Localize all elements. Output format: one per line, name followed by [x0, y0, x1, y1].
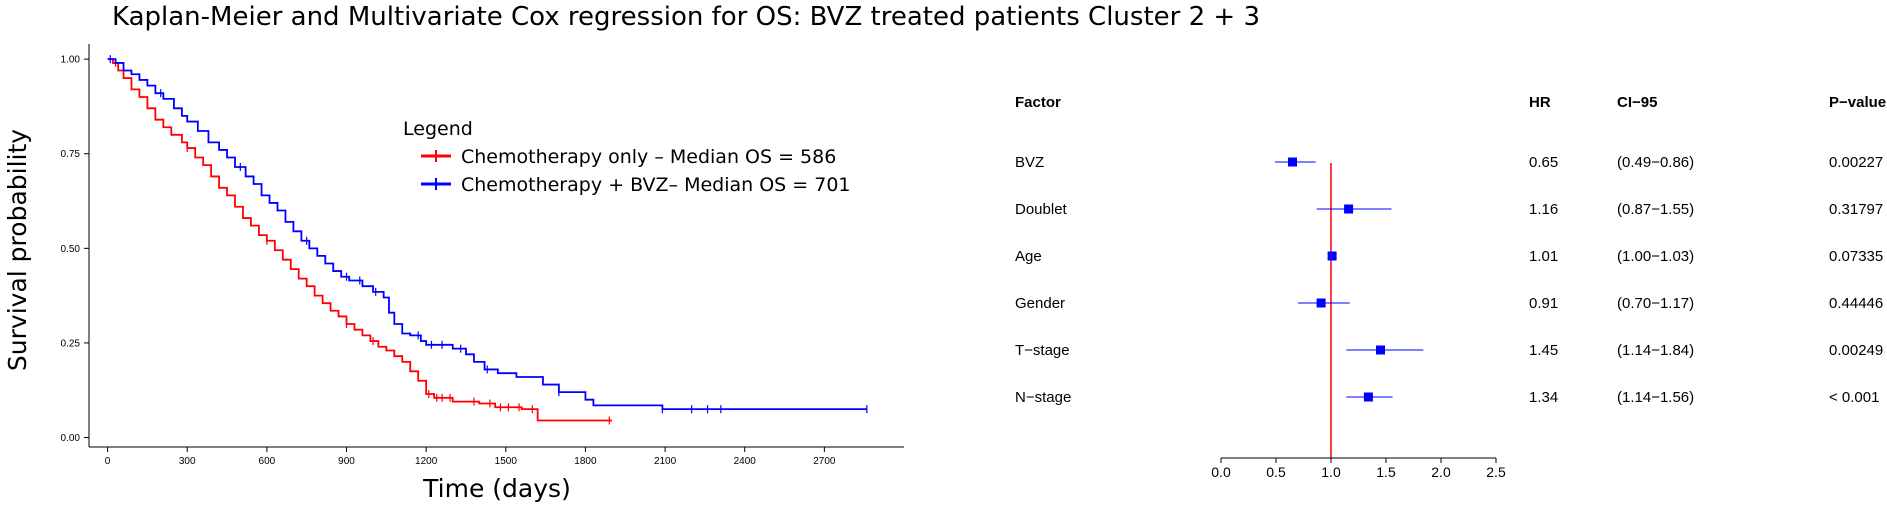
legend-entry-chemotherapy-bvz: Chemotherapy + BVZ– Median OS = 701: [421, 174, 851, 196]
forest-x-tick-label: 1.0: [1321, 464, 1341, 480]
forest-row-factor: T−stage: [1015, 342, 1070, 359]
forest-hr-point: [1288, 157, 1297, 167]
forest-column-header: HR: [1529, 94, 1551, 111]
km-y-tick-label: 1.00: [61, 55, 81, 66]
forest-hr-point: [1316, 298, 1326, 308]
forest-hr-point: [1344, 204, 1354, 214]
forest-x-tick-label: 0.0: [1211, 464, 1231, 480]
forest-row-factor: BVZ: [1015, 154, 1044, 171]
forest-row-ci: (1.00−1.03): [1617, 248, 1694, 265]
forest-row-ci: (1.14−1.56): [1617, 389, 1694, 406]
km-x-tick-label: 2100: [654, 456, 677, 467]
forest-column-header: P−value: [1829, 94, 1886, 111]
km-x-tick-label: 900: [338, 456, 355, 467]
forest-row-hr: 1.34: [1529, 389, 1558, 406]
forest-x-tick-label: 2.0: [1431, 464, 1451, 480]
km-y-tick-label: 0.25: [61, 338, 81, 349]
km-x-tick-label: 2400: [734, 456, 757, 467]
km-x-axis-title: Time (days): [422, 474, 571, 503]
forest-row-factor: Age: [1015, 248, 1042, 265]
km-x-tick-label: 1200: [415, 456, 438, 467]
forest-row-pvalue: 0.00249: [1829, 342, 1883, 359]
legend-entry-chemotherapy-only: Chemotherapy only – Median OS = 586: [421, 146, 836, 168]
forest-row-factor: N−stage: [1015, 389, 1071, 406]
forest-row-pvalue: 0.00227: [1829, 154, 1883, 171]
forest-column-header: CI−95: [1617, 94, 1657, 111]
forest-x-tick-label: 2.5: [1486, 464, 1506, 480]
km-x-tick-label: 600: [259, 456, 276, 467]
forest-row-pvalue: 0.07335: [1829, 248, 1883, 265]
forest-hr-point: [1363, 392, 1373, 402]
km-x-tick-label: 300: [179, 456, 196, 467]
forest-row-hr: 1.16: [1529, 201, 1558, 218]
km-x-tick-label: 0: [105, 456, 111, 467]
forest-row-pvalue: 0.31797: [1829, 201, 1883, 218]
forest-row-pvalue: < 0.001: [1829, 389, 1879, 406]
forest-row-hr: 0.91: [1529, 295, 1558, 312]
forest-row-hr: 1.45: [1529, 342, 1558, 359]
km-y-axis-title: Survival probability: [3, 129, 32, 371]
forest-row-ci: (0.70−1.17): [1617, 295, 1694, 312]
forest-row-factor: Gender: [1015, 295, 1065, 312]
forest-row-factor: Doublet: [1015, 201, 1068, 218]
km-x-tick-label: 2700: [813, 456, 836, 467]
forest-x-tick-label: 0.5: [1266, 464, 1286, 480]
km-x-tick-label: 1800: [574, 456, 597, 467]
forest-row-hr: 1.01: [1529, 248, 1558, 265]
forest-column-header: Factor: [1015, 94, 1061, 111]
km-y-tick-label: 0.50: [61, 244, 81, 255]
legend-label-chemotherapy-bvz: Chemotherapy + BVZ– Median OS = 701: [461, 174, 851, 196]
forest-hr-point: [1327, 251, 1337, 261]
forest-row-ci: (0.87−1.55): [1617, 201, 1694, 218]
km-series-1-line: [107, 58, 867, 411]
km-x-tick-label: 1500: [495, 456, 518, 467]
km-y-tick-label: 0.75: [61, 149, 81, 160]
forest-row-hr: 0.65: [1529, 154, 1558, 171]
legend-title: Legend: [403, 118, 473, 140]
forest-row-ci: (0.49−0.86): [1617, 154, 1694, 171]
km-series-0-line: [107, 58, 612, 422]
forest-hr-point: [1376, 345, 1385, 355]
forest-row-ci: (1.14−1.84): [1617, 342, 1694, 359]
page-title: Kaplan-Meier and Multivariate Cox regres…: [112, 2, 1260, 32]
forest-x-tick-label: 1.5: [1376, 464, 1396, 480]
forest-row-pvalue: 0.44446: [1829, 295, 1883, 312]
km-y-tick-label: 0.00: [61, 433, 81, 444]
legend-label-chemotherapy-only: Chemotherapy only – Median OS = 586: [461, 146, 836, 168]
